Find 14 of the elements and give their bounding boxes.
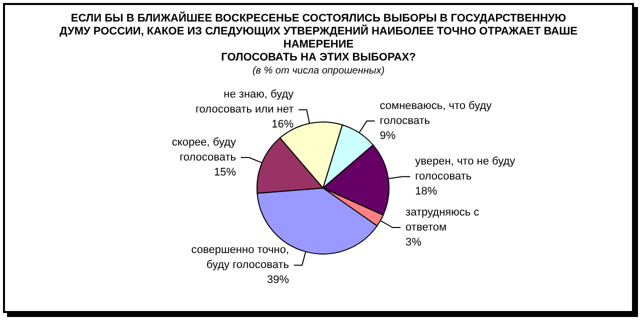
slice-label: уверен, что не буду голосовать [415, 156, 516, 183]
slice-label: не знаю, буду голосовать или нет [196, 88, 294, 116]
data-label: 3% [406, 236, 422, 249]
chart-subtitle: (в % от числа опрошенных) [252, 66, 385, 76]
data-label: 18% [415, 186, 438, 198]
slice-label: совершенно точно, буду голосовать [191, 244, 290, 272]
slice-label: сомневаюсь, что буду голосвать [380, 100, 492, 128]
data-label: 9% [380, 130, 396, 142]
slice-label: затрудняюсь с ответом [406, 206, 480, 234]
data-label: 39% [266, 274, 290, 286]
chart-title: ЕСЛИ БЫ В БЛИЖАЙШЕЕ ВОСКРЕСЕНЬЕ СОСТОЯЛИСЬ ВЫБОРЫ В ГОСУДАРСТВЕННУЮ ДУМУ РОССИИ, КАКОЕ ИЗ СЛЕДУЮЩИХ УТВЕРЖДЕНИЙ НАИБОЛЕЕ ТОЧНО ОТРАЖАЕТ ВАШЕ НАМЕРЕНИЕ ГОЛОСОВАТЬ НА ЭТИХ ВЫБОРАХ? [60, 12, 578, 64]
data-label: 15% [214, 166, 236, 179]
data-label: 16% [272, 118, 294, 131]
slice-label: скорее, буду голосовать [172, 136, 237, 164]
